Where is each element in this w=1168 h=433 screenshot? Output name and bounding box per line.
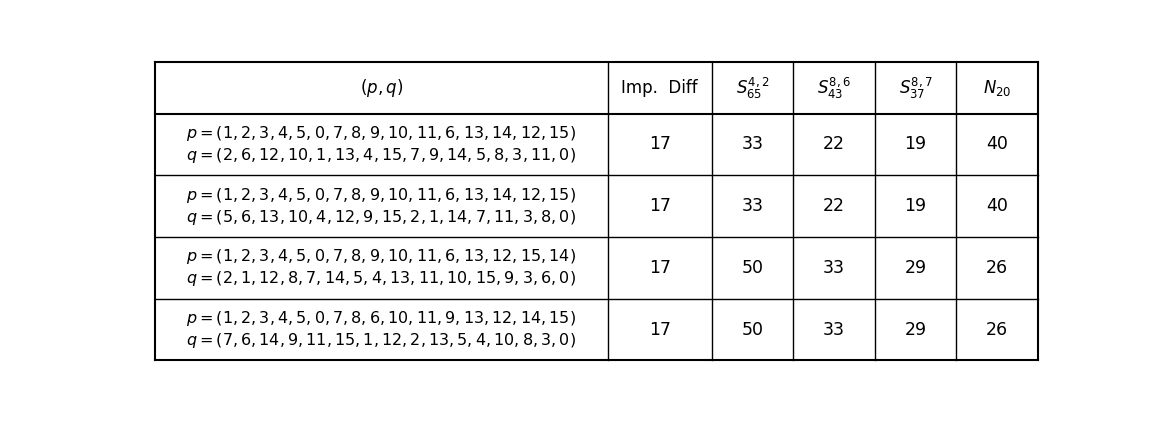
Text: Imp.  Diff: Imp. Diff: [621, 79, 698, 97]
Text: $S_{43}^{8,6}$: $S_{43}^{8,6}$: [818, 75, 850, 100]
Text: $(p, q)$: $(p, q)$: [360, 77, 403, 99]
Text: $p = (1, 2, 3, 4, 5, 0, 7, 8, 9, 10, 11, 6, 13, 14, 12, 15)$: $p = (1, 2, 3, 4, 5, 0, 7, 8, 9, 10, 11,…: [187, 124, 576, 143]
Text: 17: 17: [648, 320, 670, 339]
Text: $p = (1, 2, 3, 4, 5, 0, 7, 8, 9, 10, 11, 6, 13, 14, 12, 15)$: $p = (1, 2, 3, 4, 5, 0, 7, 8, 9, 10, 11,…: [187, 186, 576, 204]
Text: 22: 22: [823, 197, 844, 215]
Text: 17: 17: [648, 197, 670, 215]
Text: 26: 26: [986, 320, 1008, 339]
Text: 50: 50: [742, 259, 764, 277]
Text: 26: 26: [986, 259, 1008, 277]
Text: 19: 19: [904, 197, 926, 215]
Text: 29: 29: [904, 320, 926, 339]
Text: $q = (2, 6, 12, 10, 1, 13, 4, 15, 7, 9, 14, 5, 8, 3, 11, 0)$: $q = (2, 6, 12, 10, 1, 13, 4, 15, 7, 9, …: [187, 146, 576, 165]
Text: $N_{20}$: $N_{20}$: [982, 78, 1011, 98]
Text: $S_{37}^{8,7}$: $S_{37}^{8,7}$: [898, 75, 932, 100]
Text: 33: 33: [742, 136, 764, 153]
Text: 50: 50: [742, 320, 764, 339]
Text: 22: 22: [823, 136, 844, 153]
Text: 33: 33: [823, 259, 844, 277]
Text: $S_{65}^{4,2}$: $S_{65}^{4,2}$: [736, 75, 770, 100]
Text: 40: 40: [986, 197, 1008, 215]
Text: 29: 29: [904, 259, 926, 277]
Text: 17: 17: [648, 136, 670, 153]
Text: 19: 19: [904, 136, 926, 153]
Text: $q = (5, 6, 13, 10, 4, 12, 9, 15, 2, 1, 14, 7, 11, 3, 8, 0)$: $q = (5, 6, 13, 10, 4, 12, 9, 15, 2, 1, …: [187, 208, 576, 227]
Text: 33: 33: [823, 320, 844, 339]
Text: $p = (1, 2, 3, 4, 5, 0, 7, 8, 9, 10, 11, 6, 13, 12, 15, 14)$: $p = (1, 2, 3, 4, 5, 0, 7, 8, 9, 10, 11,…: [187, 247, 576, 266]
Text: $q = (2, 1, 12, 8, 7, 14, 5, 4, 13, 11, 10, 15, 9, 3, 6, 0)$: $q = (2, 1, 12, 8, 7, 14, 5, 4, 13, 11, …: [187, 269, 576, 288]
Text: $p = (1, 2, 3, 4, 5, 0, 7, 8, 6, 10, 11, 9, 13, 12, 14, 15)$: $p = (1, 2, 3, 4, 5, 0, 7, 8, 6, 10, 11,…: [187, 309, 576, 328]
Text: 17: 17: [648, 259, 670, 277]
Text: $q = (7, 6, 14, 9, 11, 15, 1, 12, 2, 13, 5, 4, 10, 8, 3, 0)$: $q = (7, 6, 14, 9, 11, 15, 1, 12, 2, 13,…: [187, 331, 576, 350]
Text: 33: 33: [742, 197, 764, 215]
Text: 40: 40: [986, 136, 1008, 153]
